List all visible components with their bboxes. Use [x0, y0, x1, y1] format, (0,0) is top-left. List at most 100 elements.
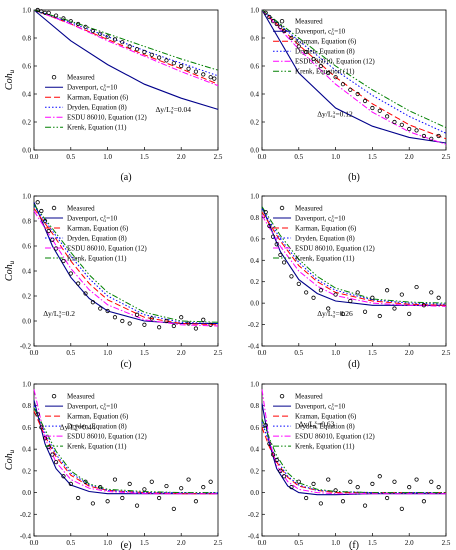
data-point-measured: [120, 40, 125, 45]
legend-text: Davenport, c: [295, 403, 331, 411]
data-point-measured: [267, 14, 272, 20]
x-tick-label: 1.5: [368, 539, 377, 547]
data-point-measured: [61, 16, 66, 21]
panel-label: (e): [120, 540, 131, 550]
legend-text: Davenport, c: [67, 403, 103, 411]
annotation-main: Δy/L: [60, 423, 76, 432]
y-tick-label: -0.2: [20, 343, 32, 351]
x-tick-label: 0.0: [258, 539, 267, 547]
data-point-measured: [392, 479, 397, 484]
legend-label-davenport: Davenport, cuy=10: [67, 215, 118, 225]
data-point-measured: [90, 28, 95, 34]
y-tick-label: 1.0: [22, 381, 31, 389]
x-axis-label: k1: [122, 548, 130, 550]
data-point-measured: [164, 58, 169, 63]
data-point-measured: [333, 292, 338, 297]
data-point-measured: [127, 481, 132, 486]
data-point-measured: [414, 284, 419, 290]
data-point-measured: [193, 69, 199, 74]
data-point-measured: [42, 218, 48, 224]
x-tick-label: 1.0: [103, 153, 112, 161]
data-point-measured: [53, 13, 59, 18]
data-point-measured: [429, 479, 434, 484]
legend-marker-measured: [279, 19, 285, 24]
annotation-main: Δy/L: [43, 309, 59, 318]
data-point-measured: [164, 318, 169, 324]
data-point-measured: [407, 126, 412, 132]
y-tick-label: 0.4: [250, 91, 259, 99]
data-point-measured: [304, 49, 309, 55]
y-tick-label: -0.2: [248, 321, 260, 329]
legend-marker-measured: [51, 393, 57, 399]
data-point-measured: [407, 311, 412, 316]
legend-suffix: =10: [106, 84, 117, 92]
y-tick-label: 0.2: [250, 278, 259, 286]
y-tick-label: 0.4: [250, 446, 259, 454]
legend-sub: u: [103, 219, 106, 224]
y-tick-label: 1.0: [250, 7, 259, 15]
data-point-measured: [311, 481, 316, 486]
legend-label-karman: Karman, Equation (6): [67, 413, 129, 421]
y-tick-label: 0.2: [250, 467, 259, 475]
legend-text: Karman, Equation (6): [67, 94, 129, 102]
annotation-main: Δy/L: [317, 109, 333, 118]
x-tick-label: 1.0: [331, 153, 340, 161]
legend-label-krenk: Krenk, Equation (11): [67, 255, 127, 263]
annotation-value: =0.2: [61, 309, 75, 318]
x-tick-label: 0.5: [66, 349, 75, 357]
series-line-esdu: [261, 215, 447, 307]
data-point-measured: [267, 223, 272, 229]
y-axis-label: Cohu: [4, 449, 16, 470]
series-line-dryden: [33, 405, 218, 494]
data-point-measured: [208, 75, 213, 80]
annotation-sup: x: [333, 311, 336, 316]
data-point-measured: [421, 303, 427, 308]
x-axis-label-main: k: [122, 548, 127, 550]
legend-label-karman: Karman, Equation (6): [67, 94, 129, 102]
x-tick-label: 2.0: [177, 153, 186, 161]
data-point-measured: [208, 322, 213, 327]
data-point-measured: [340, 499, 346, 504]
y-tick-label: 0.6: [250, 424, 259, 432]
legend-label-davenport: Davenport, cuy=10: [67, 84, 118, 94]
y-axis-label-main: Coh: [4, 453, 15, 470]
legend-sup: y: [332, 28, 335, 33]
y-tick-label: 0.0: [250, 489, 259, 497]
data-point-measured: [278, 24, 283, 29]
series-line-davenport: [261, 206, 446, 306]
y-tick-label: -0.4: [248, 343, 260, 351]
data-point-measured: [289, 485, 294, 490]
data-point-measured: [274, 457, 279, 463]
series-line-krenk: [261, 418, 446, 494]
data-point-measured: [392, 306, 397, 311]
legend-label-krenk: Krenk, Equation (11): [67, 124, 127, 132]
data-point-measured: [267, 441, 272, 446]
chart-panel: 0.0 0.5 1.0 1.5 2.0 2.50.00.20.40.60.81.0Cohu…: [4, 7, 223, 184]
data-point-measured: [149, 316, 154, 321]
legend-label-esdu: ESDU 86010, Equation (12): [67, 245, 147, 253]
annotation-value: =0.04: [174, 105, 192, 114]
legend-text: Measured: [295, 18, 323, 26]
series-line-karman: [261, 9, 447, 140]
data-point-measured: [370, 295, 375, 300]
plot-frame: [33, 383, 219, 537]
annotation-sup: x: [333, 111, 336, 116]
data-point-measured: [35, 412, 40, 417]
series-line-davenport: [33, 202, 218, 325]
series-line-esdu: [33, 210, 219, 327]
x-tick-label: 2.5: [442, 539, 451, 547]
y-tick-label: 1.0: [250, 193, 259, 201]
data-point-measured: [296, 281, 301, 286]
legend-text: Measured: [295, 205, 323, 213]
data-point-measured: [263, 423, 268, 428]
y-tick-label: 0.8: [250, 35, 259, 43]
annotation-sub: u: [58, 315, 61, 320]
data-point-measured: [171, 506, 176, 511]
series-line-dryden: [33, 205, 219, 324]
data-point-measured: [436, 133, 441, 139]
legend-label-esdu: ESDU 86010, Equation (12): [67, 433, 147, 441]
data-point-measured: [76, 281, 81, 286]
x-tick-label: 1.0: [103, 539, 112, 547]
chart-panel: 0.0 0.5 1.0 1.5 2.0 2.5 -0.4 -0.2 0.0 0.2 0.4 0.6 0.…: [248, 193, 451, 371]
legend-sub: u: [331, 32, 334, 37]
